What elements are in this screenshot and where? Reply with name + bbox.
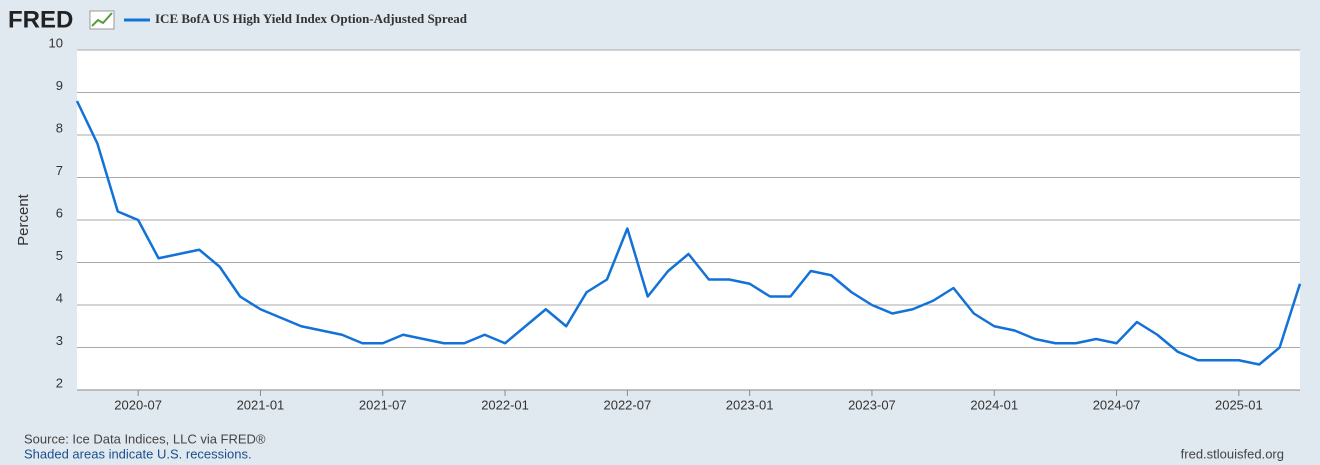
x-tick-label: 2025-01 [1215, 397, 1263, 412]
y-axis-label: Percent [15, 193, 32, 246]
legend-label: ICE BofA US High Yield Index Option-Adju… [155, 11, 468, 26]
y-tick-label: 6 [56, 205, 63, 220]
x-tick-label: 2021-07 [359, 397, 407, 412]
x-tick-label: 2023-07 [848, 397, 896, 412]
x-tick-label: 2022-07 [603, 397, 651, 412]
y-tick-label: 9 [56, 78, 63, 93]
y-tick-label: 8 [56, 120, 63, 135]
x-tick-label: 2022-01 [481, 397, 529, 412]
x-tick-label: 2021-01 [237, 397, 285, 412]
x-tick-label: 2024-07 [1093, 397, 1141, 412]
y-tick-label: 2 [56, 375, 63, 390]
y-tick-label: 4 [56, 290, 63, 305]
x-tick-label: 2024-01 [970, 397, 1018, 412]
x-tick-label: 2023-01 [726, 397, 774, 412]
y-tick-label: 3 [56, 333, 63, 348]
y-tick-label: 10 [49, 35, 63, 50]
y-tick-label: 5 [56, 248, 63, 263]
data-line [75, 100, 1302, 366]
x-tick-label: 2020-07 [114, 397, 162, 412]
recession-note[interactable]: Shaded areas indicate U.S. recessions. [24, 446, 252, 461]
logo[interactable]: FRED [8, 6, 73, 33]
source: Source: Ice Data Indices, LLC via FRED® [24, 431, 266, 446]
y-tick-label: 7 [56, 163, 63, 178]
logo-icon [89, 10, 115, 30]
credit[interactable]: fred.stlouisfed.org [1181, 446, 1284, 461]
